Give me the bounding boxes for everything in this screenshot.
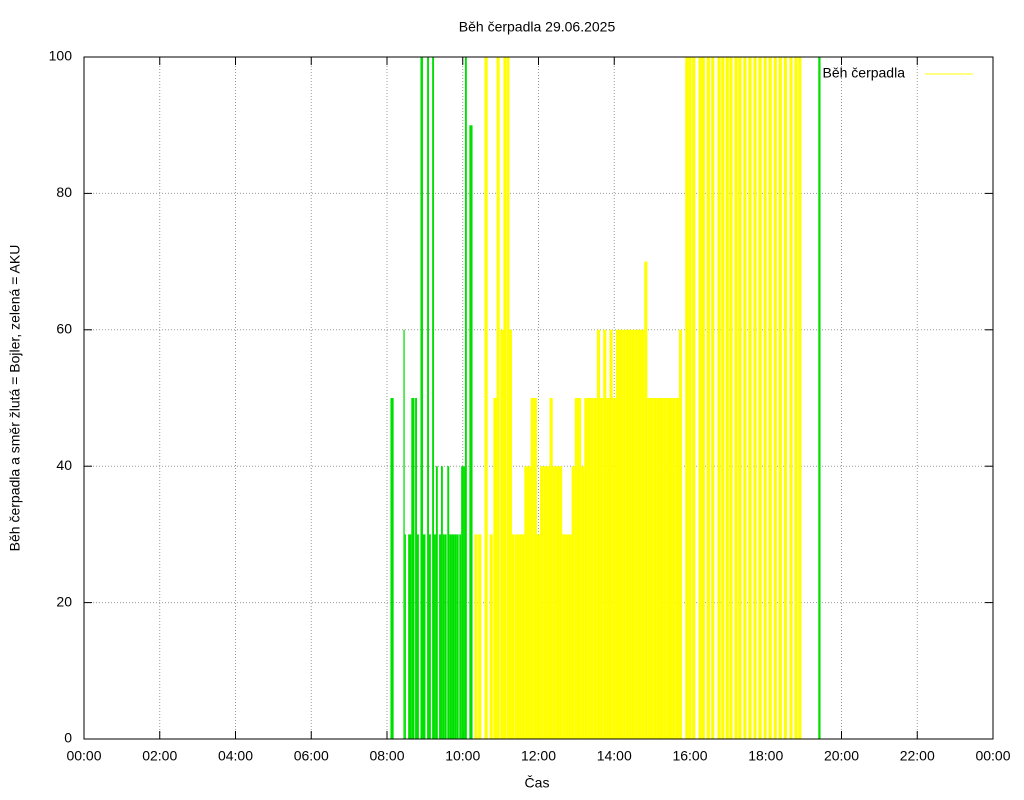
legend-label: Běh čerpadla (822, 65, 905, 81)
chart-title: Běh čerpadla 29.06.2025 (459, 19, 616, 35)
y-axis-label: Běh čerpadla a směr žlutá = Bojler, zele… (7, 245, 23, 552)
x-tick-label: 20:00 (824, 748, 859, 764)
x-tick-label: 00:00 (66, 748, 101, 764)
x-tick-label: 02:00 (142, 748, 177, 764)
y-tick-label: 20 (56, 593, 72, 609)
x-tick-label: 06:00 (294, 748, 329, 764)
x-tick-label: 14:00 (597, 748, 632, 764)
y-tick-label: 40 (56, 457, 72, 473)
x-tick-label: 10:00 (445, 748, 480, 764)
y-tick-label: 0 (64, 730, 72, 746)
x-tick-label: 16:00 (672, 748, 707, 764)
y-tick-label: 60 (56, 321, 72, 337)
plot-frame (83, 56, 994, 740)
x-tick-label: 22:00 (900, 748, 935, 764)
x-tick-label: 00:00 (975, 748, 1010, 764)
x-tick-label: 18:00 (748, 748, 783, 764)
y-tick-label: 100 (49, 48, 73, 64)
x-tick-label: 04:00 (218, 748, 253, 764)
x-tick-label: 08:00 (369, 748, 404, 764)
y-tick-label: 80 (56, 184, 72, 200)
x-tick-label: 12:00 (521, 748, 556, 764)
x-axis-label: Čas (525, 775, 550, 791)
